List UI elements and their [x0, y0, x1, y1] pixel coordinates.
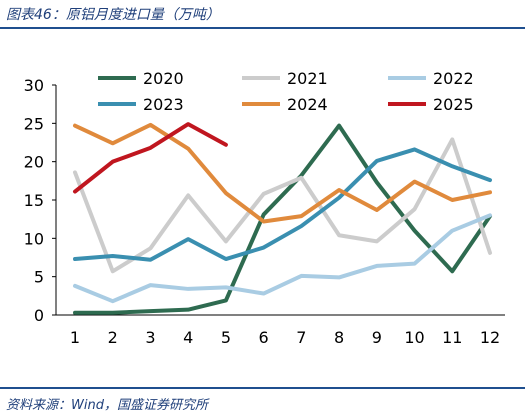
x-tick-label: 7 — [296, 328, 306, 347]
x-tick-label: 2 — [108, 328, 118, 347]
figure-title: 图表46：原铝月度进口量（万吨） — [6, 7, 220, 23]
x-tick-label: 3 — [145, 328, 155, 347]
chart-lines — [73, 122, 492, 315]
bottom-rule — [0, 387, 525, 389]
x-tick-label: 4 — [183, 328, 193, 347]
series-line-2023 — [73, 147, 492, 262]
series-line-2025 — [73, 122, 228, 194]
x-tick-label: 8 — [334, 328, 344, 347]
top-rule — [0, 27, 525, 29]
y-tick-label: 25 — [24, 114, 44, 133]
y-tick-label: 30 — [24, 76, 44, 95]
chart-legend: 2020 2021 2022 2023 2024 2025 — [98, 69, 474, 114]
legend-label-2024: 2024 — [287, 95, 328, 114]
y-tick-label: 0 — [34, 306, 44, 325]
y-tick-label: 5 — [34, 268, 44, 287]
legend-label-2020: 2020 — [143, 69, 184, 88]
legend-label-2023: 2023 — [143, 95, 184, 114]
x-tick-label: 6 — [259, 328, 269, 347]
legend-label-2022: 2022 — [433, 69, 474, 88]
x-tick-label: 9 — [372, 328, 382, 347]
y-tick-label: 20 — [24, 153, 44, 172]
x-tick-label: 11 — [442, 328, 462, 347]
legend-label-2025: 2025 — [433, 95, 474, 114]
series-line-2022 — [73, 213, 492, 304]
series-line-2024 — [73, 122, 492, 224]
x-tick-label: 1 — [70, 328, 80, 347]
x-tick-label: 12 — [480, 328, 500, 347]
series-line-2020 — [73, 123, 492, 315]
y-tick-label: 15 — [24, 191, 44, 210]
legend-label-2021: 2021 — [287, 69, 328, 88]
x-tick-label: 10 — [404, 328, 424, 347]
series-line-2021 — [73, 137, 492, 274]
source-note: 资料来源：Wind，国盛证券研究所 — [6, 398, 208, 413]
x-tick-label: 5 — [221, 328, 231, 347]
y-tick-label: 10 — [24, 229, 44, 248]
